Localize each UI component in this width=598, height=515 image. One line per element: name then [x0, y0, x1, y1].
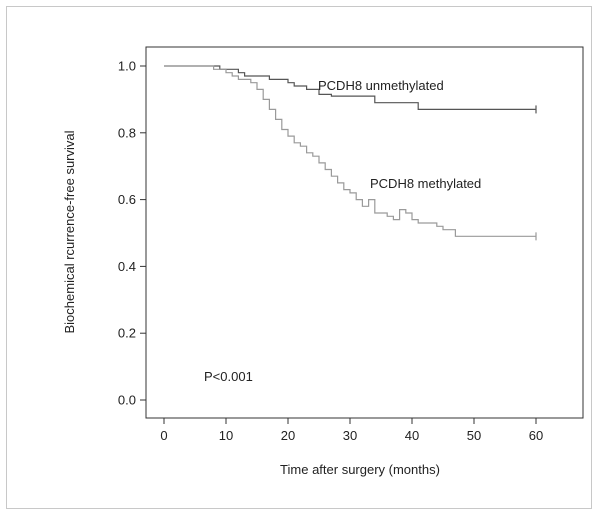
x-tick-label: 60	[529, 428, 543, 443]
series-label-unmethylated: PCDH8 unmethylated	[318, 78, 444, 93]
series-layer	[164, 65, 537, 241]
plot-frame	[145, 46, 584, 419]
y-tick-label: 0.6	[118, 192, 136, 207]
y-tick-label: 0.2	[118, 326, 136, 341]
axes: 0 10 20 30 40 50 60 0.0 0.2 0.4 0.6 0.8 1.0	[118, 46, 584, 443]
series-label-methylated: PCDH8 methylated	[370, 176, 481, 191]
figure-frame	[6, 6, 592, 509]
p-value-annotation: P<0.001	[204, 369, 253, 384]
series-line-unmethylated	[164, 65, 536, 110]
y-tick-label: 1.0	[118, 59, 136, 74]
series-line-methylated	[164, 65, 536, 237]
x-tick-label: 0	[160, 428, 167, 443]
x-tick-label: 20	[281, 428, 295, 443]
x-axis-title: Time after surgery (months)	[280, 462, 440, 477]
y-tick-label: 0.8	[118, 125, 136, 140]
y-tick-label: 0.0	[118, 393, 136, 408]
y-axis-title: Biochemical rcurrence-free survival	[62, 130, 77, 333]
x-tick-label: 30	[343, 428, 357, 443]
labels-layer: Time after surgery (months) Biochemical …	[62, 78, 481, 477]
y-tick-label: 0.4	[118, 259, 136, 274]
x-tick-label: 10	[219, 428, 233, 443]
x-tick-label: 40	[405, 428, 419, 443]
x-tick-label: 50	[467, 428, 481, 443]
